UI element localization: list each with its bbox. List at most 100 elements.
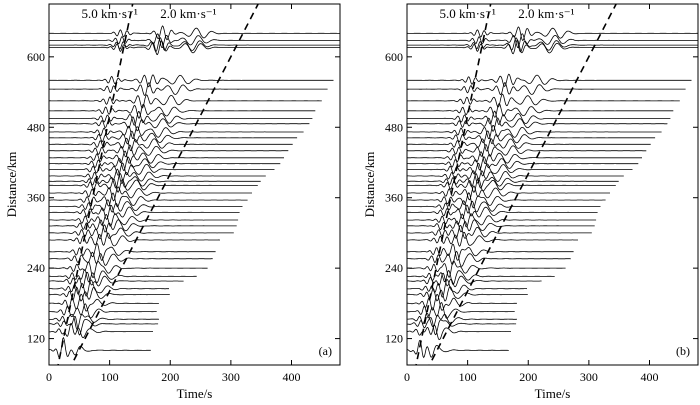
seismogram-trace (407, 243, 574, 261)
seismogram-trace (407, 294, 517, 311)
trace-group (49, 4, 340, 365)
seismogram-trace (49, 162, 275, 176)
seismogram-trace (407, 172, 619, 189)
velocity-label: 2.0 km·s⁻¹ (160, 6, 216, 21)
velocity-line (57, 4, 134, 365)
seismogram-trace (407, 125, 662, 140)
plot-frame (48, 3, 341, 366)
x-tick-label: 200 (519, 370, 537, 384)
seismogram-trace (49, 232, 220, 247)
seismogram-trace (49, 323, 153, 339)
seismogram-trace (407, 231, 578, 247)
seismogram-trace (49, 271, 184, 289)
seismogram-trace (49, 130, 298, 145)
seismogram-trace (407, 204, 598, 220)
seismogram-trace (49, 336, 151, 359)
seismogram-trace (407, 339, 509, 359)
seismogram-trace (407, 177, 616, 194)
x-tick-label: 400 (283, 370, 301, 384)
seismogram-trace (49, 168, 266, 185)
seismogram-trace (49, 303, 157, 319)
y-tick-label: 360 (27, 191, 45, 205)
seismogram-trace (49, 125, 304, 140)
seismogram-trace (49, 251, 213, 266)
seismogram-trace (49, 150, 284, 164)
x-axis-label: Time/s (177, 386, 213, 401)
plot-frame (406, 3, 699, 366)
seismogram-trace (49, 279, 169, 297)
panel-label: (b) (676, 344, 690, 358)
seismogram-trace (407, 213, 597, 228)
seismogram-trace (407, 138, 651, 152)
x-tick-label: 300 (222, 370, 240, 384)
seismogram-trace (407, 317, 517, 336)
seismogram-trace (49, 94, 322, 109)
y-tick-label: 120 (27, 332, 45, 346)
seismogram-trace (49, 156, 281, 172)
seismogram-trace (49, 186, 252, 202)
seismogram-trace (49, 313, 159, 331)
y-tick-label: 480 (385, 120, 403, 134)
seismogram-trace (407, 272, 542, 288)
x-tick-label: 0 (46, 370, 52, 384)
y-tick-label: 600 (385, 50, 403, 64)
seismogram-trace (407, 82, 686, 96)
velocity-line (415, 4, 492, 365)
velocity-label: 5.0 km·s⁻¹ (439, 6, 495, 21)
seismogram-trace (407, 156, 639, 171)
seismogram-trace (49, 137, 293, 152)
seismogram-trace (49, 213, 239, 227)
seismogram-trace (407, 192, 606, 209)
seismogram-trace (49, 224, 234, 240)
seismogram-trace (49, 144, 289, 158)
seismogram-trace (407, 200, 601, 214)
panel-a: 0 100 200 300 400 120 240 360 480 600 Time/s Distan… (4, 3, 341, 401)
seismogram-trace (407, 26, 698, 42)
y-tick-label: 120 (385, 332, 403, 346)
x-axis-label: Time/s (535, 386, 571, 401)
seismogram-trace (407, 278, 528, 298)
x-tick-label: 0 (404, 370, 410, 384)
seismogram-trace (407, 37, 698, 53)
y-axis-label: Distance/km (362, 152, 377, 218)
trace-group (407, 4, 698, 365)
seismogram-trace (407, 117, 668, 132)
seismogram-trace (407, 151, 642, 165)
seismogram-trace (407, 185, 610, 201)
seismogram-trace (49, 111, 313, 126)
y-tick-label: 240 (385, 261, 403, 275)
seismogram-trace (49, 82, 328, 96)
velocity-line (70, 4, 260, 365)
seismogram-trace (49, 269, 197, 284)
panel-label: (a) (319, 344, 332, 358)
velocity-label: 2.0 km·s⁻¹ (518, 6, 574, 21)
y-tick-label: 480 (27, 120, 45, 134)
y-axis-label: Distance/km (4, 152, 19, 218)
seismogram-trace (49, 172, 261, 189)
seismogram-trace (49, 40, 340, 56)
panel-b: 0 100 200 300 400 120 240 360 480 600 Time/s Distan… (362, 3, 699, 401)
seismogram-trace (49, 25, 340, 41)
velocity-line (428, 4, 618, 365)
seismogram-trace (49, 103, 316, 119)
seismogram-trace (49, 315, 159, 336)
seismogram-trace (49, 199, 243, 213)
seismogram-trace (49, 178, 258, 193)
seismogram-trace (49, 74, 334, 88)
seismogram-trace (407, 224, 592, 239)
x-tick-label: 100 (101, 370, 119, 384)
seismogram-trace (407, 73, 692, 87)
velocity-label: 5.0 km·s⁻¹ (81, 6, 137, 21)
seismogram-trace (49, 116, 310, 132)
seismogram-trace (49, 293, 159, 312)
seismogram-trace (49, 204, 240, 220)
seismogram-trace (49, 33, 340, 49)
seismogram-trace (407, 269, 555, 285)
seismogram-trace (407, 130, 656, 145)
y-tick-label: 600 (27, 50, 45, 64)
seismogram-trace (407, 219, 595, 233)
seismogram-trace (407, 312, 517, 328)
x-tick-label: 300 (580, 370, 598, 384)
seismogram-trace (407, 39, 698, 55)
